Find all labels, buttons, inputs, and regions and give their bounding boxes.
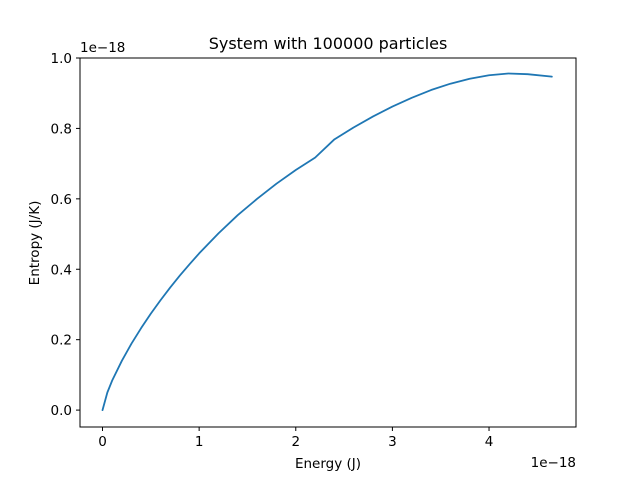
y-tick-label: 0.6 bbox=[51, 192, 72, 208]
y-tick-label: 0.0 bbox=[51, 403, 72, 419]
x-axis-offset-text: 1e−18 bbox=[531, 455, 576, 471]
x-tick-label: 3 bbox=[388, 434, 397, 450]
x-tick-label: 2 bbox=[291, 434, 300, 450]
x-tick-label: 1 bbox=[195, 434, 204, 450]
x-tick-label: 0 bbox=[98, 434, 107, 450]
x-tick-label: 4 bbox=[485, 434, 494, 450]
y-tick-label: 0.8 bbox=[51, 121, 72, 137]
y-tick-label: 0.4 bbox=[51, 262, 72, 278]
y-tick-label: 1.0 bbox=[51, 51, 72, 67]
axes-frame bbox=[79, 57, 577, 428]
y-axis-title: Entropy (J/K) bbox=[27, 201, 43, 286]
chart-title: System with 100000 particles bbox=[209, 34, 448, 53]
y-tick-label: 0.2 bbox=[51, 333, 72, 349]
x-axis-title: Energy (J) bbox=[295, 456, 361, 472]
plot-area: 0 1 2 3 4 0.0 0.2 0.4 0.6 0.8 1.0 bbox=[51, 51, 577, 450]
series-line-0 bbox=[101, 72, 553, 412]
y-axis-offset-text: 1e−18 bbox=[80, 40, 125, 56]
